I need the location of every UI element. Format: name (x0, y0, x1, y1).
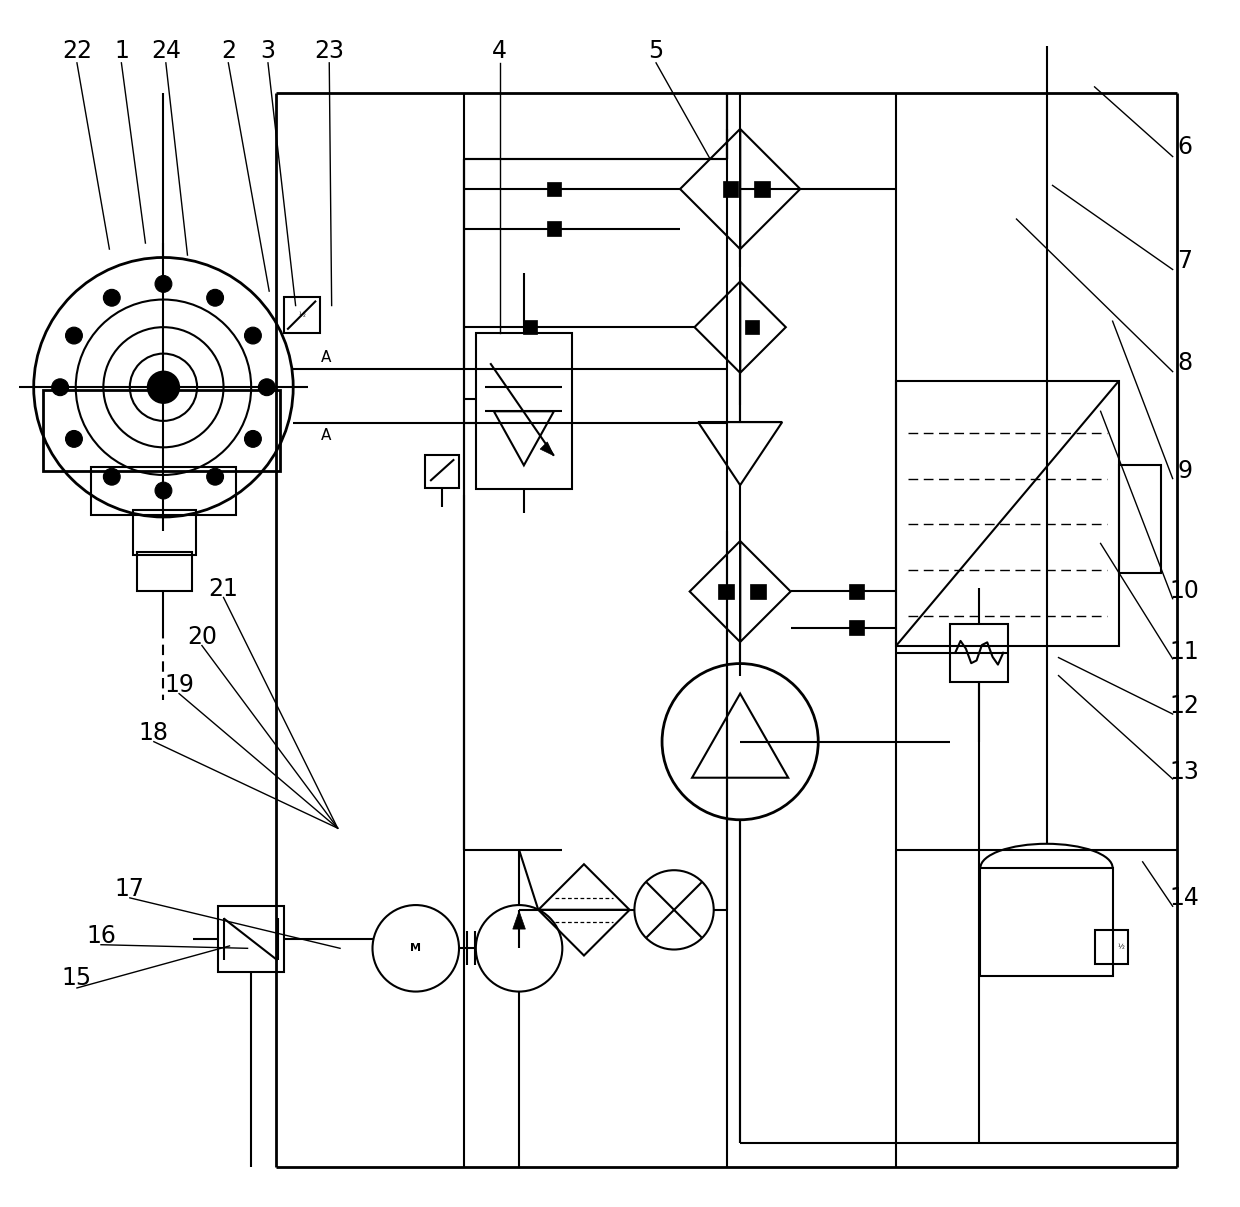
Text: 4: 4 (492, 39, 507, 63)
Text: 17: 17 (115, 877, 145, 902)
Text: 18: 18 (139, 722, 169, 745)
Text: M: M (410, 944, 422, 954)
Text: A: A (320, 427, 331, 443)
Bar (723, 181, 738, 197)
Text: 15: 15 (62, 967, 92, 991)
Bar (849, 620, 864, 635)
Bar (547, 221, 562, 235)
Bar (745, 320, 759, 334)
Circle shape (52, 379, 68, 396)
Bar (718, 584, 734, 600)
Bar (1118, 466, 1161, 573)
Text: 20: 20 (187, 625, 217, 649)
Text: 6: 6 (1177, 135, 1192, 159)
Bar (754, 181, 770, 197)
Bar (1095, 931, 1128, 964)
Bar (476, 333, 572, 489)
Bar (523, 320, 537, 334)
Text: ½: ½ (1117, 944, 1125, 950)
Bar (43, 390, 280, 472)
Bar (750, 584, 766, 600)
Circle shape (244, 327, 262, 344)
Text: 3: 3 (260, 39, 275, 63)
Circle shape (66, 327, 82, 344)
Circle shape (103, 468, 120, 485)
Bar (217, 906, 284, 973)
Bar (950, 624, 1008, 682)
Bar (849, 584, 864, 599)
Circle shape (207, 290, 223, 307)
Text: 2: 2 (221, 39, 236, 63)
Circle shape (155, 482, 172, 498)
Text: 1: 1 (114, 39, 129, 63)
Bar (547, 182, 562, 197)
Bar (284, 297, 320, 333)
Circle shape (103, 290, 120, 307)
Text: 9: 9 (1177, 460, 1192, 483)
Text: 14: 14 (1169, 886, 1199, 910)
Bar (92, 467, 236, 514)
Polygon shape (541, 442, 554, 456)
Text: 11: 11 (1169, 640, 1199, 664)
Circle shape (258, 379, 275, 396)
Bar (136, 552, 192, 591)
Polygon shape (513, 911, 526, 929)
Text: 22: 22 (62, 39, 92, 63)
Bar (897, 381, 1118, 646)
Bar (425, 455, 459, 488)
Text: 13: 13 (1169, 759, 1199, 783)
Text: 16: 16 (86, 925, 115, 949)
Circle shape (66, 431, 82, 448)
Text: 8: 8 (1177, 351, 1192, 375)
Text: 23: 23 (314, 39, 345, 63)
Text: A: A (320, 350, 331, 365)
Bar (981, 868, 1112, 976)
Text: 10: 10 (1169, 579, 1199, 604)
Circle shape (148, 372, 179, 403)
Text: 12: 12 (1169, 694, 1199, 718)
Bar (134, 509, 196, 555)
Text: ½: ½ (298, 313, 305, 319)
Text: 21: 21 (208, 577, 238, 601)
Text: 7: 7 (1177, 249, 1192, 273)
Text: 5: 5 (649, 39, 663, 63)
Text: 19: 19 (164, 674, 193, 698)
Text: 24: 24 (151, 39, 181, 63)
Circle shape (244, 431, 262, 448)
Circle shape (207, 468, 223, 485)
Circle shape (155, 275, 172, 292)
